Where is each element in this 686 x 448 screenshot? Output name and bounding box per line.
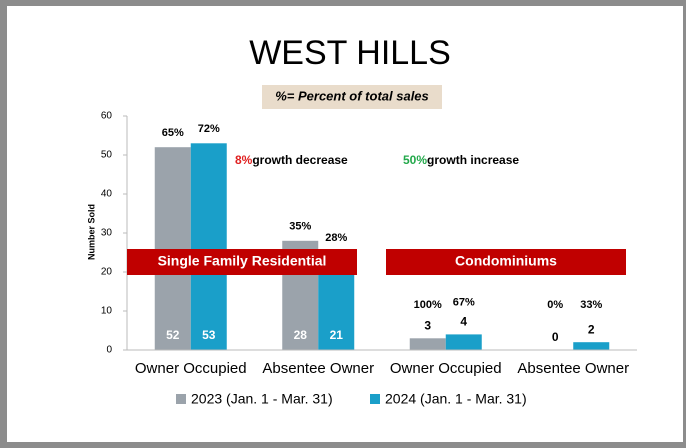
percent-label: 0% xyxy=(547,299,563,311)
y-tick-label: 40 xyxy=(101,189,113,200)
y-tick-label: 20 xyxy=(101,267,113,278)
annotation-text: growth decrease xyxy=(252,153,348,167)
legend-swatch xyxy=(176,394,186,404)
percent-label: 28% xyxy=(325,232,347,244)
x-tick-label: Owner Occupied xyxy=(390,360,502,377)
annotation-text: growth increase xyxy=(427,153,519,167)
group-banner xyxy=(386,249,626,275)
count-label: 21 xyxy=(330,328,344,342)
annotation: 50%growth increase xyxy=(403,153,519,167)
count-label: 0 xyxy=(552,330,559,344)
count-label: 53 xyxy=(202,328,216,342)
y-tick-label: 60 xyxy=(101,111,113,122)
legend-label: 2024 (Jan. 1 - Mar. 31) xyxy=(385,391,527,407)
percent-label: 33% xyxy=(580,299,602,311)
x-tick-label: Absentee Owner xyxy=(262,360,374,377)
percent-label: 72% xyxy=(198,123,220,135)
count-label: 52 xyxy=(166,328,180,342)
subtitle-box xyxy=(262,85,442,109)
y-tick-label: 0 xyxy=(106,345,112,356)
bar xyxy=(573,342,610,350)
y-tick-label: 30 xyxy=(101,228,113,239)
legend-swatch xyxy=(370,394,380,404)
percent-label: 67% xyxy=(453,296,475,308)
annotation: 8%growth decrease xyxy=(235,153,348,167)
count-label: 4 xyxy=(460,315,467,329)
subtitle: %= Percent of total sales xyxy=(275,88,429,103)
count-label: 28 xyxy=(294,328,308,342)
bar xyxy=(318,268,355,350)
legend-label: 2023 (Jan. 1 - Mar. 31) xyxy=(191,391,333,407)
group-banner xyxy=(127,249,357,275)
count-label: 2 xyxy=(588,322,595,336)
bar xyxy=(445,334,482,350)
percent-label: 35% xyxy=(289,221,311,233)
group-label: Condominiums xyxy=(455,253,557,269)
bar xyxy=(190,143,227,350)
panel xyxy=(7,6,683,442)
percent-label: 65% xyxy=(162,127,184,139)
count-label: 3 xyxy=(424,318,431,332)
y-tick-label: 10 xyxy=(101,306,113,317)
x-tick-label: Owner Occupied xyxy=(135,360,247,377)
y-axis-label: Number Sold xyxy=(86,204,96,260)
y-tick-label: 50 xyxy=(101,150,113,161)
bar xyxy=(409,338,446,350)
bar xyxy=(154,147,191,350)
percent-label: 100% xyxy=(414,299,442,311)
x-tick-label: Absentee Owner xyxy=(517,360,629,377)
annotation-highlight: 50% xyxy=(403,153,427,167)
group-label: Single Family Residential xyxy=(158,253,327,269)
chart-title: WEST HILLS xyxy=(249,34,451,72)
annotation-highlight: 8% xyxy=(235,153,253,167)
